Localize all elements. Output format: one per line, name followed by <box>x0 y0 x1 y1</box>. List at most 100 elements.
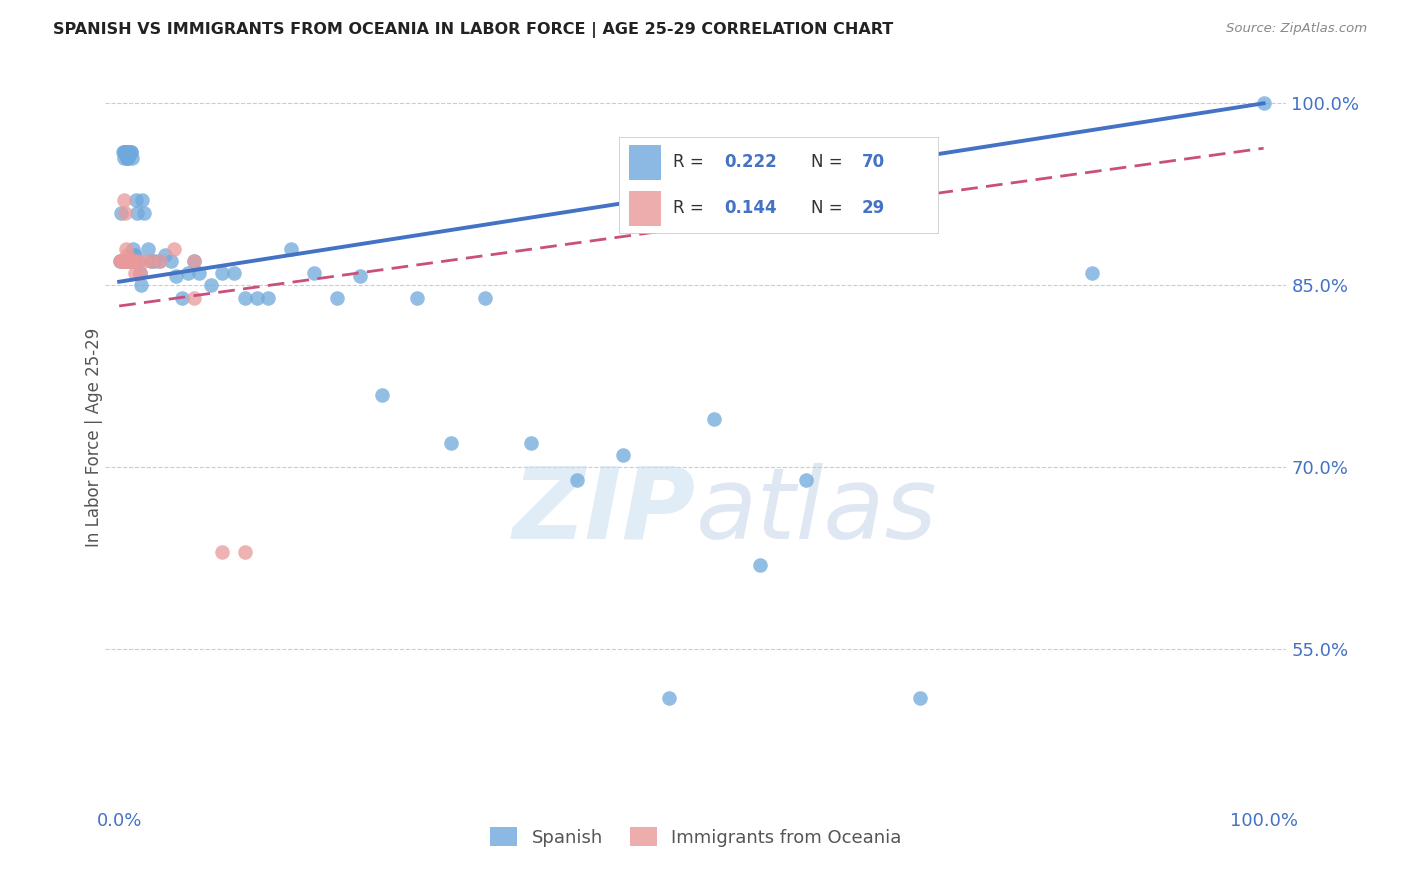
Point <box>128 266 150 280</box>
Point <box>153 248 176 262</box>
Point <box>177 266 200 280</box>
Point <box>1253 96 1275 111</box>
Point <box>117 151 139 165</box>
Point <box>115 242 138 256</box>
Point <box>128 266 150 280</box>
Point <box>112 151 135 165</box>
Point <box>657 691 679 706</box>
Point <box>110 254 132 268</box>
Point <box>405 291 427 305</box>
Point <box>125 194 148 208</box>
Point <box>172 291 194 305</box>
Point <box>120 145 142 159</box>
Point <box>148 254 170 268</box>
Point <box>110 254 132 268</box>
Point <box>1081 266 1104 280</box>
Point <box>280 242 302 256</box>
Point <box>612 448 634 462</box>
Text: SPANISH VS IMMIGRANTS FROM OCEANIA IN LABOR FORCE | AGE 25-29 CORRELATION CHART: SPANISH VS IMMIGRANTS FROM OCEANIA IN LA… <box>53 22 894 38</box>
Point <box>325 291 347 305</box>
Point <box>115 145 138 159</box>
Point <box>211 545 233 559</box>
Point <box>114 145 136 159</box>
Point <box>141 254 163 268</box>
Point <box>188 266 211 280</box>
Point <box>111 254 134 268</box>
Point <box>122 248 145 262</box>
Point <box>211 266 233 280</box>
Point <box>127 254 149 268</box>
Point <box>122 254 145 268</box>
Point <box>910 691 932 706</box>
Point <box>474 291 496 305</box>
Point <box>120 254 142 268</box>
Point <box>121 254 143 268</box>
Point <box>121 254 143 268</box>
Point <box>124 248 146 262</box>
Point <box>131 194 153 208</box>
Point <box>120 145 142 159</box>
Point <box>183 254 205 268</box>
Point <box>112 254 135 268</box>
Point <box>117 254 139 268</box>
Point <box>163 242 186 256</box>
Point <box>749 558 772 572</box>
Point <box>118 254 141 268</box>
Point <box>149 254 172 268</box>
Point <box>115 248 138 262</box>
Legend: Spanish, Immigrants from Oceania: Spanish, Immigrants from Oceania <box>482 820 910 854</box>
Point <box>122 254 145 268</box>
Point <box>120 254 142 268</box>
Point <box>110 205 132 219</box>
Text: Source: ZipAtlas.com: Source: ZipAtlas.com <box>1226 22 1367 36</box>
Point <box>159 254 181 268</box>
Point <box>115 145 138 159</box>
Point <box>122 242 145 256</box>
Point <box>183 291 205 305</box>
Point <box>118 254 141 268</box>
Point <box>117 145 139 159</box>
Point <box>115 151 138 165</box>
Point <box>349 268 371 283</box>
Point <box>114 205 136 219</box>
Point <box>117 254 139 268</box>
Text: ZIP: ZIP <box>513 463 696 559</box>
Point <box>110 254 132 268</box>
Point <box>111 145 134 159</box>
Point <box>128 254 150 268</box>
Point <box>115 254 138 268</box>
Point <box>165 268 187 283</box>
Point <box>233 291 256 305</box>
Point <box>118 145 141 159</box>
Point <box>121 151 143 165</box>
Point <box>115 145 138 159</box>
Point <box>565 473 588 487</box>
Point <box>114 254 136 268</box>
Point <box>141 254 163 268</box>
Point <box>136 242 159 256</box>
Point <box>371 387 394 401</box>
Point <box>129 278 152 293</box>
Point <box>302 266 325 280</box>
Y-axis label: In Labor Force | Age 25-29: In Labor Force | Age 25-29 <box>86 327 103 547</box>
Point <box>233 545 256 559</box>
Point <box>703 412 725 426</box>
Point <box>440 436 463 450</box>
Point <box>112 145 135 159</box>
Point <box>520 436 543 450</box>
Point <box>117 254 139 268</box>
Point <box>122 254 145 268</box>
Point <box>115 254 138 268</box>
Point <box>222 266 245 280</box>
Point <box>111 254 134 268</box>
Point <box>183 254 205 268</box>
Point <box>115 151 138 165</box>
Point <box>142 254 165 268</box>
Point <box>127 205 149 219</box>
Point <box>245 291 267 305</box>
Point <box>124 266 146 280</box>
Point <box>134 205 156 219</box>
Point <box>257 291 280 305</box>
Point <box>111 254 134 268</box>
Text: atlas: atlas <box>696 463 938 559</box>
